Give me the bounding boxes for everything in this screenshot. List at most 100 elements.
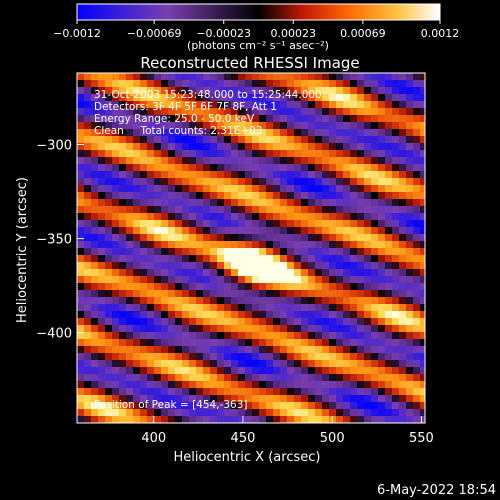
heatmap-cell	[308, 192, 316, 200]
heatmap-cell	[378, 332, 386, 340]
heatmap-cell	[231, 353, 239, 361]
heatmap-cell	[126, 94, 134, 102]
heatmap-cell	[266, 409, 274, 417]
heatmap-cell	[182, 129, 190, 137]
heatmap-cell	[266, 136, 274, 144]
heatmap-cell	[266, 269, 274, 277]
heatmap-cell	[266, 304, 274, 312]
heatmap-cell	[357, 290, 365, 298]
annotation-time: 31-Oct-2003 15:23:48.000 to 15:25:44.000	[94, 89, 322, 101]
heatmap-cell	[308, 395, 316, 403]
heatmap-cell	[329, 255, 337, 263]
heatmap-cell	[98, 283, 106, 291]
heatmap-cell	[84, 395, 92, 403]
heatmap-cell	[119, 255, 127, 263]
heatmap-cell	[147, 353, 155, 361]
heatmap-cell	[287, 108, 295, 116]
heatmap-cell	[364, 255, 372, 263]
heatmap-cell	[112, 269, 120, 277]
heatmap-cell	[343, 129, 351, 137]
heatmap-cell	[189, 409, 197, 417]
heatmap-cell	[238, 171, 246, 179]
heatmap-cell	[287, 374, 295, 382]
heatmap-cell	[413, 248, 421, 256]
heatmap-cell	[413, 122, 421, 130]
heatmap-cell	[84, 409, 92, 417]
heatmap-cell	[259, 276, 267, 284]
heatmap-cell	[217, 388, 225, 396]
heatmap-cell	[252, 416, 260, 423]
heatmap-cell	[322, 311, 330, 319]
heatmap-cell	[196, 374, 204, 382]
heatmap-cell	[210, 143, 218, 151]
heatmap-cell	[231, 136, 239, 144]
heatmap-cell	[217, 234, 225, 242]
heatmap-cell	[126, 402, 134, 410]
heatmap-cell	[287, 192, 295, 200]
heatmap-cell	[168, 269, 176, 277]
heatmap-cell	[161, 409, 169, 417]
heatmap-cell	[315, 402, 323, 410]
heatmap-cell	[98, 157, 106, 165]
heatmap-cell	[112, 297, 120, 305]
heatmap-cell	[84, 157, 92, 165]
heatmap-cell	[245, 255, 253, 263]
heatmap-cell	[273, 255, 281, 263]
heatmap-cell	[252, 388, 260, 396]
heatmap-cell	[91, 353, 99, 361]
heatmap-cell	[98, 171, 106, 179]
heatmap-cell	[350, 192, 358, 200]
heatmap-cell	[119, 157, 127, 165]
heatmap-cell	[385, 297, 393, 305]
heatmap-cell	[168, 402, 176, 410]
heatmap-cell	[161, 164, 169, 172]
heatmap-cell	[224, 325, 232, 333]
heatmap-cell	[84, 374, 92, 382]
heatmap-cell	[350, 129, 358, 137]
heatmap-cell	[105, 388, 113, 396]
heatmap-cell	[294, 332, 302, 340]
heatmap-cell	[322, 346, 330, 354]
heatmap-cell	[287, 311, 295, 319]
heatmap-cell	[392, 234, 400, 242]
heatmap-cell	[175, 101, 183, 109]
heatmap-cell	[245, 213, 253, 221]
heatmap-cell	[140, 346, 148, 354]
heatmap-cell	[378, 241, 386, 249]
heatmap-cell	[196, 248, 204, 256]
heatmap-cell	[119, 220, 127, 228]
heatmap-cell	[252, 199, 260, 207]
heatmap-cell	[350, 402, 358, 410]
heatmap-cell	[98, 136, 106, 144]
heatmap-cell	[154, 276, 162, 284]
heatmap-cell	[245, 122, 253, 130]
heatmap-cell	[168, 283, 176, 291]
heatmap-cell	[287, 353, 295, 361]
heatmap-cell	[399, 171, 407, 179]
heatmap-cell	[112, 290, 120, 298]
heatmap-cell	[161, 234, 169, 242]
heatmap-cell	[189, 318, 197, 326]
heatmap-cell	[175, 157, 183, 165]
heatmap-cell	[392, 129, 400, 137]
heatmap-cell	[245, 262, 253, 270]
heatmap-cell	[98, 381, 106, 389]
heatmap-cell	[308, 311, 316, 319]
heatmap-cell	[406, 360, 414, 368]
heatmap-cell	[133, 297, 141, 305]
heatmap-cell	[371, 318, 379, 326]
heatmap-cell	[133, 374, 141, 382]
heatmap-cell	[399, 122, 407, 130]
heatmap-cell	[189, 283, 197, 291]
heatmap-cell	[315, 185, 323, 193]
heatmap-cell	[231, 374, 239, 382]
heatmap-cell	[343, 185, 351, 193]
heatmap-cell	[280, 304, 288, 312]
heatmap-cell	[378, 108, 386, 116]
heatmap-cell	[287, 339, 295, 347]
x-tick-label: 450	[231, 431, 256, 446]
heatmap-cell	[420, 290, 425, 298]
heatmap-cell	[238, 192, 246, 200]
heatmap-cell	[161, 157, 169, 165]
heatmap-cell	[217, 416, 225, 423]
